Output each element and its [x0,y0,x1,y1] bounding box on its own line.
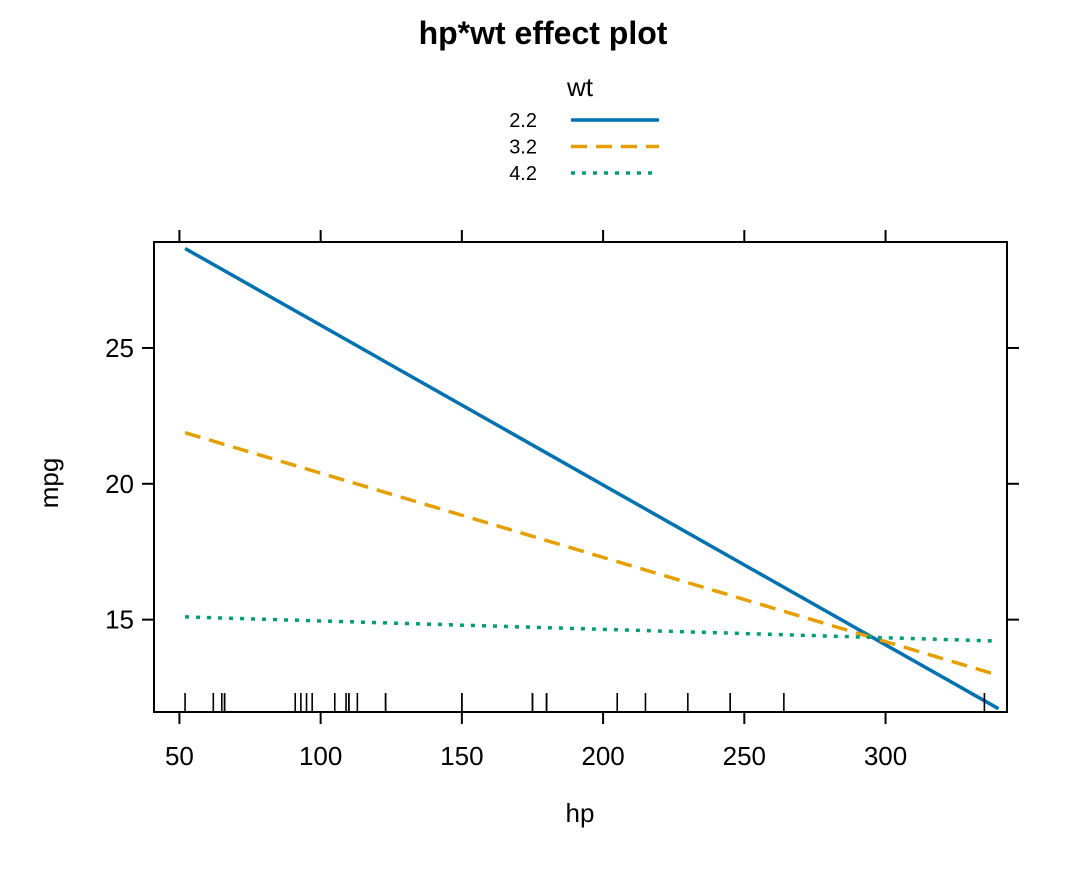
y-tick-label: 20 [105,469,134,499]
x-tick-label: 50 [165,741,194,771]
legend-label: 3.2 [509,137,537,159]
x-tick-label: 200 [581,741,624,771]
y-axis-label: mpg [34,458,64,509]
y-tick-label: 15 [105,605,134,635]
legend-label: 2.2 [509,110,537,132]
x-tick-label: 150 [440,741,483,771]
legend-label: 4.2 [509,163,537,185]
x-axis-label: hp [566,798,595,828]
chart-title: hp*wt effect plot [419,15,668,51]
y-tick-label: 25 [105,333,134,363]
series-line-wt-3.2 [184,431,1000,677]
series-line-wt-2.2 [184,246,1000,711]
legend: wt 2.2 3.2 4.2 [509,72,659,185]
x-tick-label: 100 [299,741,342,771]
legend-title: wt [566,72,594,102]
series-line-wt-4.2 [185,615,999,643]
plot-frame [153,241,1008,713]
x-tick-label: 250 [723,741,766,771]
x-tick-label: 300 [864,741,907,771]
